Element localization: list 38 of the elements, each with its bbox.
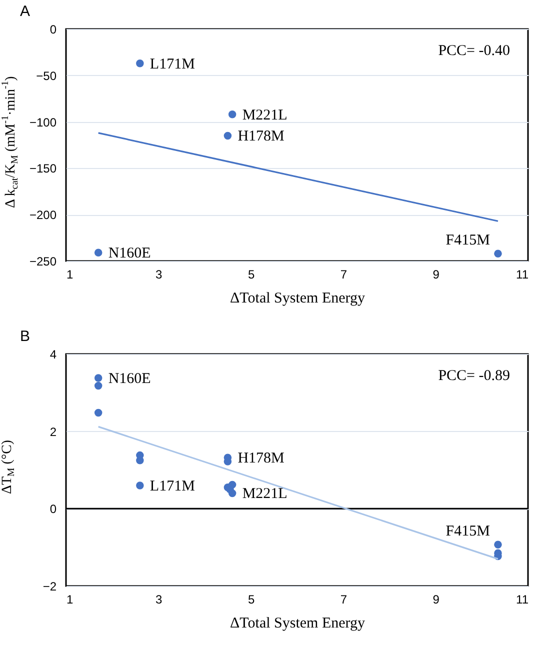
annotation: H178M [238, 450, 284, 467]
annotation: L171M [150, 478, 195, 494]
y-tick-label: −2 [42, 580, 57, 594]
annotation: M221L [242, 486, 288, 502]
x-tick-label: 7 [340, 268, 348, 282]
annotation: N160E [108, 246, 151, 262]
x-tick-label: 1 [66, 592, 74, 606]
chart-title: A [20, 3, 30, 20]
x-tick-label: 1 [66, 268, 74, 282]
x-tick-label: 5 [248, 592, 255, 606]
x-tick-label: 9 [432, 268, 440, 282]
chart-title: B [20, 328, 30, 345]
x-tick-label: 5 [248, 268, 255, 282]
y-tick-label: −50 [36, 68, 57, 83]
annotation: F415M [446, 232, 490, 249]
y-tick-label: 0 [50, 22, 57, 36]
x-tick-label: 3 [156, 268, 163, 282]
x-tick-label: 11 [516, 592, 529, 606]
y-tick-label: 4 [50, 348, 57, 362]
y-tick-label: −100 [29, 115, 57, 130]
annotation: PCC= -0.89 [438, 368, 510, 384]
y-tick-label: 0 [50, 502, 57, 516]
x-tick-label: 11 [516, 268, 529, 282]
y-tick-label: −200 [29, 208, 57, 222]
annotation: PCC= -0.40 [438, 43, 510, 59]
x-tick-label: 7 [340, 592, 348, 606]
annotation: N160E [108, 370, 151, 387]
x-tick-label: 9 [432, 592, 440, 606]
annotation: H178M [238, 128, 284, 145]
x-axis-title: ΔTotal System Energy [230, 290, 366, 306]
annotation: F415M [446, 524, 490, 540]
annotation: M221L [242, 107, 288, 124]
x-tick-label: 3 [156, 592, 163, 606]
y-tick-label: −250 [29, 254, 57, 268]
x-axis-title: ΔTotal System Energy [230, 616, 366, 632]
y-tick-label: 2 [50, 424, 57, 439]
annotation: L171M [150, 56, 195, 72]
y-tick-label: −150 [29, 162, 57, 176]
